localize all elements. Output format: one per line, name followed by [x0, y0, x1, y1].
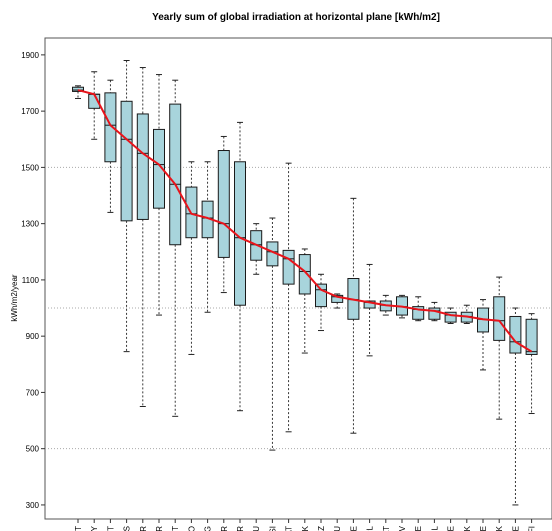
x-tick-label: IT	[171, 526, 180, 531]
y-tick-label: 1300	[21, 220, 39, 229]
iqr-box	[331, 294, 344, 303]
x-tick-label: DE	[349, 526, 358, 531]
y-tick-label: 700	[26, 388, 40, 397]
box-es	[120, 60, 133, 353]
x-tick-label: ES	[123, 526, 132, 531]
x-tick-label: SI	[268, 526, 277, 531]
box-series	[72, 60, 538, 506]
plot-frame	[44, 37, 552, 520]
iqr-box	[525, 318, 538, 355]
box-pt	[104, 79, 117, 213]
box-uk	[493, 276, 506, 420]
iqr-box	[444, 311, 457, 323]
x-tick-label: EE	[447, 526, 456, 531]
x-tick-label: UK	[495, 525, 504, 531]
iqr-box	[120, 100, 133, 222]
y-tick-label: 1700	[21, 107, 39, 116]
box-pl	[363, 263, 376, 357]
x-tick-label: LV	[398, 525, 407, 531]
iqr-box	[217, 150, 230, 258]
y-axis: 300 500 700 900 1100 1300 1500 1700 1900	[21, 51, 45, 510]
box-fi	[525, 313, 538, 415]
iqr-box	[136, 113, 149, 220]
box-de	[347, 197, 360, 434]
box-hu	[250, 223, 263, 275]
chart-title: Yearly sum of global irradiation at hori…	[152, 12, 440, 23]
y-tick-label: 1900	[21, 51, 39, 60]
box-ie	[477, 299, 489, 371]
x-tick-label: AT	[285, 526, 294, 531]
iqr-box	[104, 92, 117, 163]
box-sk	[298, 248, 311, 354]
x-tick-label: LU	[333, 526, 342, 531]
box-mt	[72, 85, 84, 99]
median-line	[77, 89, 533, 353]
x-tick-label: HR	[220, 526, 229, 531]
x-tick-label: SK	[301, 525, 310, 531]
iqr-box	[169, 103, 182, 246]
box-cz	[315, 273, 327, 332]
x-tick-label: IE	[479, 526, 488, 531]
y-axis-label: kWh/m2/year	[10, 274, 19, 321]
box-fr	[234, 121, 246, 412]
x-tick-label: MT	[74, 526, 83, 531]
x-tick-label: FR	[236, 526, 245, 531]
y-tick-label: 1500	[21, 163, 39, 172]
y-tick-label: 900	[26, 332, 40, 341]
box-gr	[153, 74, 165, 316]
box-ro	[185, 161, 198, 355]
x-tick-label: PT	[106, 526, 115, 531]
iqr-box	[298, 254, 311, 295]
x-tick-label: FI	[528, 526, 537, 531]
iqr-box	[315, 283, 327, 308]
iqr-box	[493, 296, 506, 341]
x-tick-label: HU	[252, 526, 261, 531]
x-tick-label: BE	[414, 526, 423, 531]
x-axis: MT CY PT ES TR GR IT RO BG HR FR HU SI AT SK CZ LU DE PL LT…	[74, 519, 537, 531]
y-tick-label: 500	[26, 445, 40, 454]
x-tick-label: GR	[155, 526, 164, 531]
iqr-box	[412, 306, 425, 320]
iqr-box	[72, 86, 84, 92]
x-tick-label: CZ	[317, 526, 326, 531]
iqr-box	[509, 315, 522, 354]
box-bg	[201, 161, 214, 313]
y-tick-label: 300	[26, 501, 40, 510]
x-tick-label: TR	[139, 526, 148, 531]
median-trend	[77, 89, 533, 353]
x-tick-label: CY	[90, 525, 99, 531]
box-at	[282, 162, 295, 433]
x-tick-label: SE	[511, 526, 520, 531]
iqr-box	[153, 128, 165, 209]
x-tick-label: DK	[463, 525, 472, 531]
y-tick-label: 1100	[22, 276, 40, 285]
x-tick-label: LT	[382, 526, 391, 531]
box-tr	[136, 67, 149, 407]
box-it	[169, 79, 182, 417]
iqr-box	[428, 307, 441, 320]
iqr-box	[363, 300, 376, 309]
box-cy	[88, 71, 101, 140]
x-tick-label: RO	[187, 526, 196, 531]
x-tick-label: PL	[366, 525, 375, 531]
box-hr	[217, 135, 230, 294]
x-tick-label: BG	[204, 526, 213, 531]
iqr-box	[282, 249, 295, 285]
x-tick-label: NL	[430, 525, 439, 531]
